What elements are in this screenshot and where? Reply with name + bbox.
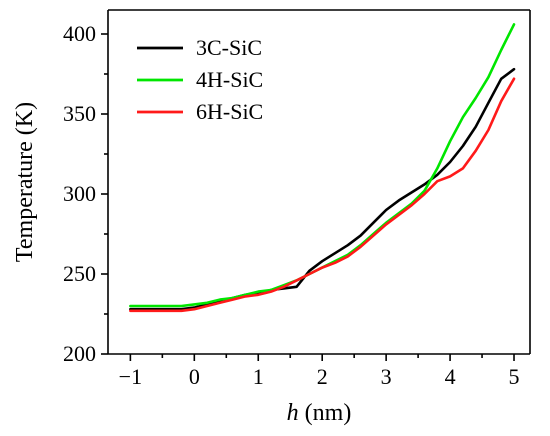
series-line-4h-sic <box>129 23 516 308</box>
series-group <box>129 23 516 313</box>
legend-label-4h-sic: 4H-SiC <box>196 67 263 92</box>
y-ticks: 200 250 300 350 400 <box>63 21 108 366</box>
series-line-6h-sic <box>129 77 516 313</box>
y-tick-label: 300 <box>63 181 96 206</box>
x-tick-label: −1 <box>119 364 142 389</box>
x-tick-label: 2 <box>317 364 328 389</box>
legend-label-6h-sic: 6H-SiC <box>196 99 263 124</box>
x-tick-label: 3 <box>381 364 392 389</box>
x-tick-label: 0 <box>189 364 200 389</box>
legend-label-3c-sic: 3C-SiC <box>196 35 262 60</box>
y-tick-label: 250 <box>63 261 96 286</box>
y-tick-label: 400 <box>63 21 96 46</box>
x-tick-label: 5 <box>509 364 520 389</box>
y-axis-label: Temperature (K) <box>12 102 38 262</box>
x-axis-label-unit: (nm) <box>299 400 352 426</box>
x-ticks: −1 0 1 2 3 4 5 <box>119 354 520 389</box>
x-tick-label: 1 <box>253 364 264 389</box>
x-tick-label: 4 <box>445 364 456 389</box>
legend: 3C-SiC 4H-SiC 6H-SiC <box>137 35 263 124</box>
y-tick-label: 200 <box>63 341 96 366</box>
y-tick-label: 350 <box>63 101 96 126</box>
x-axis-label: h (nm) <box>287 400 352 426</box>
series-line-3c-sic <box>129 67 516 311</box>
plot-area: −1 0 1 2 3 4 5 200 250 300 350 400 3C-SiC 4H-SiC 6H-… <box>63 9 531 389</box>
x-axis-label-italic: h <box>287 400 299 426</box>
